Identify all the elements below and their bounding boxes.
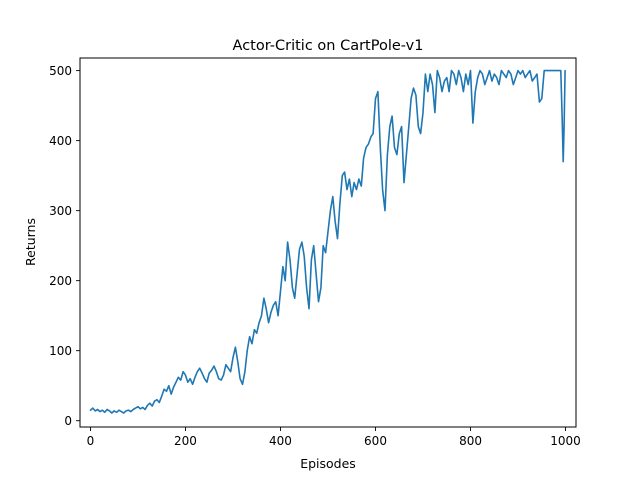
x-axis-label: Episodes: [300, 456, 356, 471]
y-tick-label: 0: [64, 414, 72, 428]
x-tick-label: 200: [174, 434, 197, 448]
y-tick-label: 300: [49, 204, 72, 218]
y-tick-label: 200: [49, 274, 72, 288]
y-axis-ticks: 0 100 200 300 400 500: [49, 64, 80, 428]
y-tick-label: 400: [49, 134, 72, 148]
chart-title: Actor-Critic on CartPole-v1: [233, 38, 424, 54]
returns-line: [89, 69, 566, 414]
y-tick-label: 100: [49, 344, 72, 358]
y-axis-label: Returns: [23, 218, 38, 266]
x-tick-label: 600: [364, 434, 387, 448]
x-tick-label: 400: [269, 434, 292, 448]
axes-frame: [79, 57, 577, 428]
x-axis-ticks: 0 200 400 600 800 1000: [87, 427, 581, 448]
plot-layer: [89, 69, 566, 414]
x-tick-label: 0: [87, 434, 95, 448]
y-tick-label: 500: [49, 64, 72, 78]
x-tick-label: 800: [459, 434, 482, 448]
x-tick-label: 1000: [550, 434, 581, 448]
